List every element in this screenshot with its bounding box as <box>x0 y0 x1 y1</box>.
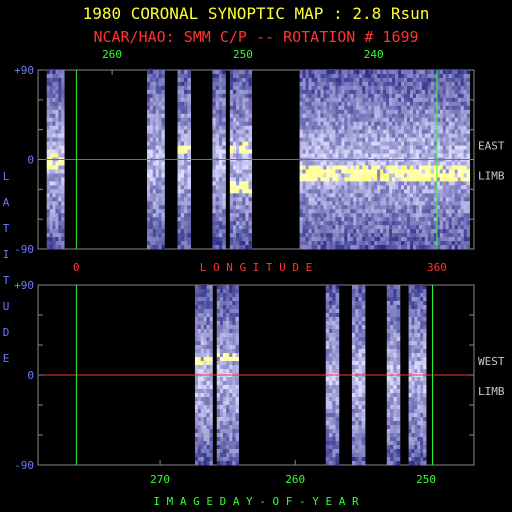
top-tick-label: 250 <box>233 48 253 61</box>
data-strip <box>351 285 366 466</box>
y-tick-label: 0 <box>27 154 34 167</box>
top-tick-label: 240 <box>364 48 384 61</box>
limb-label-side: EAST <box>478 140 505 153</box>
data-strip <box>177 70 191 250</box>
y-axis-label-letter: E <box>3 352 10 365</box>
y-tick-label: -90 <box>14 243 34 256</box>
y-axis-label-letter: L <box>3 170 10 183</box>
limb-label: LIMB <box>478 170 505 183</box>
longitude-tick-label: 360 <box>427 261 447 274</box>
x-axis-label: L O N G I T U D E <box>200 261 313 274</box>
x-axis-label-day: I M A G E D A Y - O F - Y E A R <box>153 495 359 508</box>
data-strip <box>386 285 401 466</box>
y-axis-label-letter: I <box>3 248 10 261</box>
y-axis-label-letter: T <box>3 274 10 287</box>
chart-title: 1980 CORONAL SYNOPTIC MAP : 2.8 Rsun <box>82 4 430 23</box>
data-strip <box>229 70 253 250</box>
y-axis-label-letter: D <box>3 326 10 339</box>
y-axis-label-letter: U <box>3 300 10 313</box>
y-tick-label: +90 <box>14 279 34 292</box>
data-strip <box>299 70 471 250</box>
data-strip <box>147 70 165 250</box>
chart-subtitle: NCAR/HAO: SMM C/P -- ROTATION # 1699 <box>93 28 419 46</box>
top-tick-label: 260 <box>102 48 122 61</box>
longitude-tick-label: 0 <box>73 261 80 274</box>
day-tick-label: 250 <box>416 473 436 486</box>
data-strip <box>408 285 427 466</box>
data-strip <box>212 70 226 250</box>
y-axis-label-letter: A <box>3 196 10 209</box>
day-tick-label: 260 <box>285 473 305 486</box>
limb-label: LIMB <box>478 385 505 398</box>
day-tick-label: 270 <box>150 473 170 486</box>
data-strip <box>194 285 213 466</box>
y-tick-label: -90 <box>14 459 34 472</box>
data-strip <box>325 285 340 466</box>
y-tick-label: +90 <box>14 64 34 77</box>
y-axis-label-letter: T <box>3 222 10 235</box>
y-tick-label: 0 <box>27 369 34 382</box>
limb-label-side: WEST <box>478 355 505 368</box>
